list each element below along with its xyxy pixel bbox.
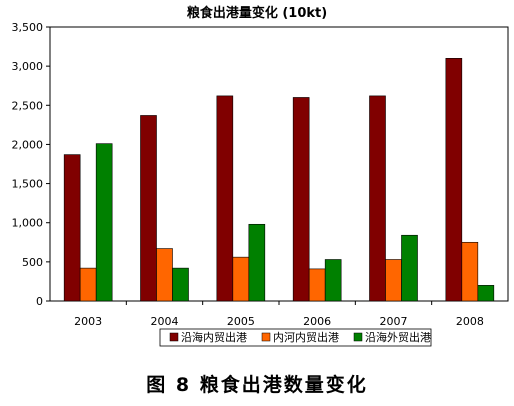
x-axis: 2003 2004 2005 2006 2007 2008 <box>74 301 484 328</box>
bar-2004-series-1 <box>140 115 157 302</box>
y-tick-label: 1,000 <box>12 217 44 230</box>
legend-label: 沿海外贸出港 <box>365 330 431 344</box>
bar-2007-series-2 <box>385 259 402 302</box>
plot-area <box>49 26 509 302</box>
bar-2005-series-1 <box>216 95 234 302</box>
legend-box <box>159 328 432 347</box>
bar-2008-series-2 <box>461 241 479 302</box>
y-tick-label: 1,500 <box>12 178 44 191</box>
bar-2008-series-1 <box>445 58 463 302</box>
x-tick-label: 2003 <box>74 315 102 328</box>
y-tick-label: 2,000 <box>12 138 44 151</box>
bar-2003-series-1 <box>63 154 81 302</box>
legend-label: 沿海内贸出港 <box>181 330 247 344</box>
bar-2005-series-2 <box>232 256 250 302</box>
legend-swatch <box>261 332 271 342</box>
bar-2003-series-2 <box>79 267 97 302</box>
bar-2007-series-1 <box>369 95 386 302</box>
legend: 沿海内贸出港 内河内贸出港 沿海外贸出港 <box>159 328 432 347</box>
bar-2007-series-3 <box>401 234 418 302</box>
bars <box>63 58 495 302</box>
legend-label: 内河内贸出港 <box>273 330 339 344</box>
legend-swatch <box>169 332 179 342</box>
y-axis: 0 500 1,000 1,500 2,000 2,500 3,000 3,500 <box>12 21 50 308</box>
x-tick-label: 2005 <box>227 315 255 328</box>
x-tick-label: 2007 <box>380 315 408 328</box>
bar-2008-series-3 <box>477 285 495 302</box>
bar-2004-series-3 <box>172 267 189 302</box>
x-tick-label: 2004 <box>151 315 179 328</box>
y-tick-label: 3,500 <box>12 21 44 34</box>
x-tick-label: 2008 <box>456 315 484 328</box>
bar-2004-series-2 <box>156 248 173 302</box>
y-tick-label: 3,000 <box>12 60 44 73</box>
y-tick-label: 0 <box>36 295 43 308</box>
y-tick-label: 500 <box>22 256 43 269</box>
bar-2003-series-3 <box>95 143 113 302</box>
chart-title: 粮食出港量变化 (10kt) <box>187 5 327 21</box>
x-tick-label: 2006 <box>303 315 331 328</box>
bar-2005-series-3 <box>248 223 266 302</box>
figure-caption: 图 8 粮食出港数量变化 <box>146 374 368 396</box>
bar-2006-series-2 <box>308 268 326 302</box>
bar-2006-series-3 <box>324 259 342 302</box>
y-tick-label: 2,500 <box>12 99 44 112</box>
bar-2006-series-1 <box>292 97 310 302</box>
legend-swatch <box>353 332 363 342</box>
